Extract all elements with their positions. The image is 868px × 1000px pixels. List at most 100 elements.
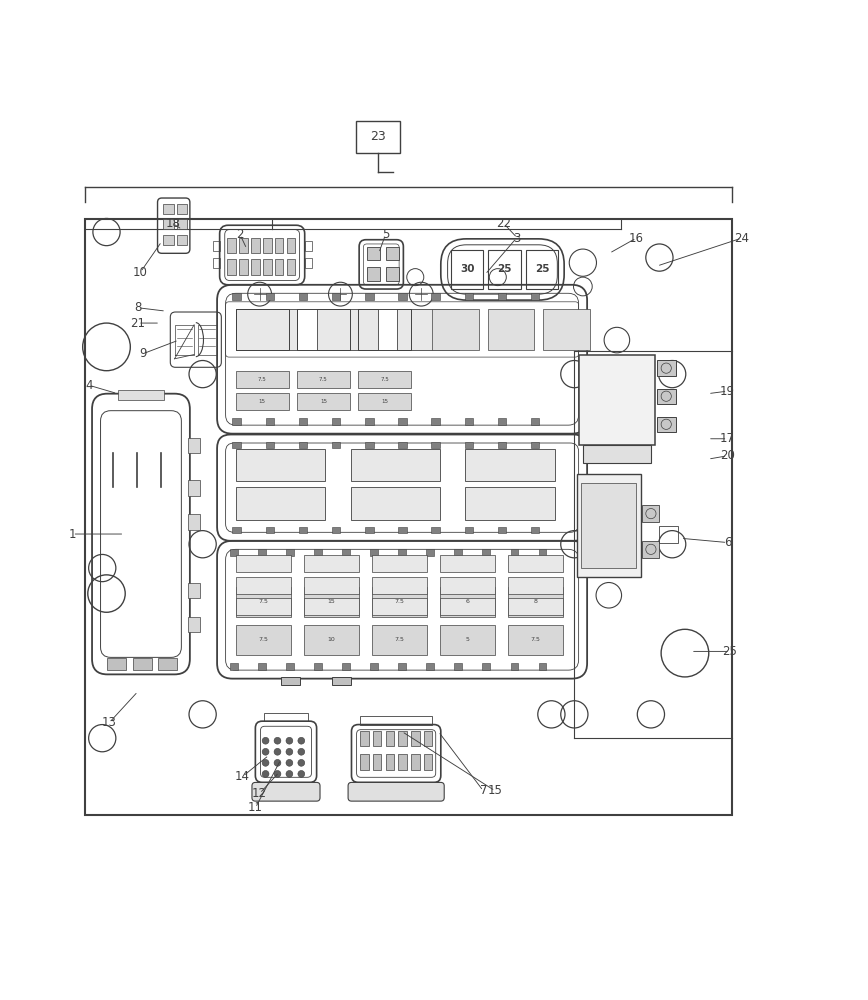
- Circle shape: [262, 737, 269, 744]
- Bar: [304, 555, 359, 572]
- Bar: [365, 293, 373, 300]
- Bar: [497, 442, 506, 448]
- FancyBboxPatch shape: [252, 782, 320, 801]
- Circle shape: [298, 748, 305, 755]
- Text: 12: 12: [252, 787, 267, 800]
- Bar: [657, 360, 675, 376]
- Text: 25: 25: [497, 264, 512, 274]
- Bar: [240, 238, 247, 253]
- Bar: [236, 449, 326, 481]
- Bar: [305, 258, 312, 268]
- Bar: [304, 625, 359, 655]
- Bar: [531, 293, 540, 300]
- Bar: [385, 247, 399, 260]
- Bar: [431, 442, 440, 448]
- Bar: [398, 549, 406, 556]
- Text: 7.5: 7.5: [395, 637, 404, 642]
- Text: 7.5: 7.5: [259, 599, 268, 604]
- Bar: [299, 442, 307, 448]
- Bar: [358, 309, 411, 350]
- Bar: [372, 587, 427, 617]
- Bar: [286, 259, 295, 275]
- Circle shape: [262, 771, 269, 777]
- Bar: [431, 527, 440, 533]
- Bar: [398, 527, 407, 533]
- Bar: [227, 238, 236, 253]
- Bar: [531, 418, 540, 425]
- Circle shape: [298, 737, 305, 744]
- Text: 7: 7: [480, 784, 487, 797]
- Bar: [385, 267, 399, 281]
- Circle shape: [274, 759, 281, 766]
- Bar: [251, 259, 260, 275]
- Bar: [188, 438, 201, 453]
- Bar: [642, 541, 660, 558]
- Bar: [304, 598, 359, 615]
- Bar: [266, 442, 274, 448]
- Bar: [531, 442, 540, 448]
- Text: 8: 8: [534, 599, 537, 604]
- Bar: [657, 417, 675, 432]
- Circle shape: [286, 771, 293, 777]
- Bar: [508, 577, 563, 594]
- Bar: [358, 371, 411, 388]
- Bar: [424, 754, 432, 770]
- Bar: [579, 355, 655, 445]
- Bar: [236, 309, 288, 350]
- Bar: [351, 487, 440, 520]
- Bar: [432, 309, 479, 350]
- Bar: [258, 549, 266, 556]
- Bar: [508, 587, 563, 617]
- Bar: [236, 577, 291, 594]
- Bar: [299, 527, 307, 533]
- Bar: [411, 731, 419, 746]
- Bar: [236, 393, 288, 410]
- Bar: [660, 526, 678, 543]
- Bar: [314, 549, 322, 556]
- Text: 11: 11: [248, 801, 263, 814]
- Text: 25: 25: [535, 264, 549, 274]
- Bar: [236, 555, 291, 572]
- Bar: [464, 418, 473, 425]
- Bar: [158, 658, 177, 670]
- Text: 20: 20: [720, 449, 735, 462]
- Bar: [508, 598, 563, 615]
- Circle shape: [298, 771, 305, 777]
- Text: 5: 5: [465, 637, 470, 642]
- Bar: [365, 418, 373, 425]
- Bar: [240, 259, 247, 275]
- Bar: [275, 259, 284, 275]
- Text: 23: 23: [370, 130, 385, 143]
- Text: 10: 10: [133, 266, 148, 279]
- Bar: [497, 293, 506, 300]
- Bar: [332, 442, 340, 448]
- Bar: [356, 121, 400, 153]
- Bar: [351, 449, 440, 481]
- Bar: [464, 442, 473, 448]
- Bar: [236, 625, 291, 655]
- Bar: [342, 663, 350, 670]
- Text: 25: 25: [722, 645, 738, 658]
- Text: 22: 22: [496, 217, 511, 230]
- Bar: [497, 418, 506, 425]
- Text: 9: 9: [140, 347, 147, 360]
- Text: 15: 15: [327, 599, 335, 604]
- Bar: [367, 247, 380, 260]
- Circle shape: [274, 771, 281, 777]
- Bar: [367, 267, 380, 281]
- Bar: [542, 309, 589, 350]
- Text: 8: 8: [135, 301, 141, 314]
- Circle shape: [298, 759, 305, 766]
- Bar: [304, 577, 359, 594]
- Bar: [85, 219, 732, 815]
- Text: 7.5: 7.5: [258, 377, 266, 382]
- Bar: [305, 241, 312, 251]
- Bar: [431, 293, 440, 300]
- Bar: [117, 390, 164, 400]
- Bar: [465, 449, 555, 481]
- Bar: [440, 577, 496, 594]
- Bar: [526, 250, 558, 289]
- Text: 19: 19: [720, 385, 735, 398]
- Text: 24: 24: [734, 232, 749, 245]
- Bar: [426, 549, 434, 556]
